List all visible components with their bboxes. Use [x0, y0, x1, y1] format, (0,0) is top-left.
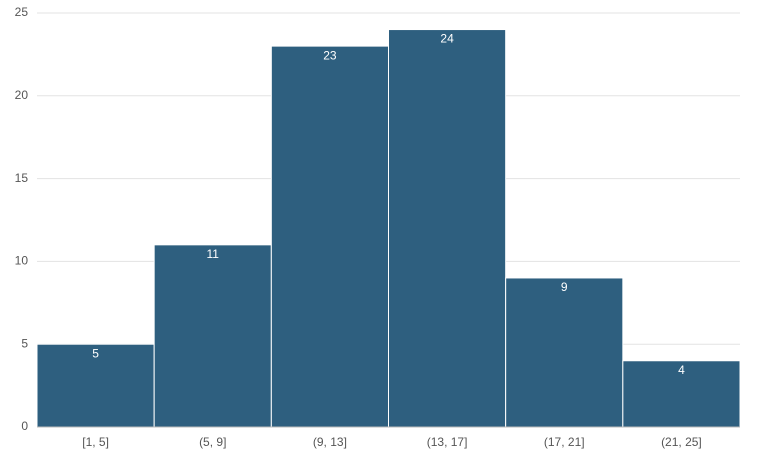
bar — [153, 244, 272, 428]
x-tick-label: (5, 9] — [199, 435, 226, 449]
x-tick-label: [1, 5] — [82, 435, 109, 449]
y-tick-label: 20 — [15, 88, 29, 102]
bar — [505, 277, 624, 428]
y-tick-label: 25 — [15, 5, 29, 19]
y-tick-label: 15 — [15, 171, 29, 185]
y-tick-label: 10 — [15, 254, 29, 268]
x-tick-label: (13, 17] — [427, 435, 468, 449]
x-tick-label: (21, 25] — [661, 435, 702, 449]
value-label: 5 — [92, 346, 99, 360]
value-label: 24 — [440, 32, 454, 46]
bar — [622, 360, 741, 428]
y-tick-label: 0 — [21, 419, 28, 433]
bar — [270, 45, 390, 428]
value-label: 4 — [678, 363, 685, 377]
y-tick-label: 5 — [21, 336, 28, 350]
value-label: 11 — [207, 247, 220, 261]
value-label: 23 — [323, 48, 337, 62]
x-tick-label: (17, 21] — [544, 435, 585, 449]
bar — [388, 29, 507, 428]
value-label: 9 — [561, 280, 568, 294]
x-tick-label: (9, 13] — [313, 435, 347, 449]
